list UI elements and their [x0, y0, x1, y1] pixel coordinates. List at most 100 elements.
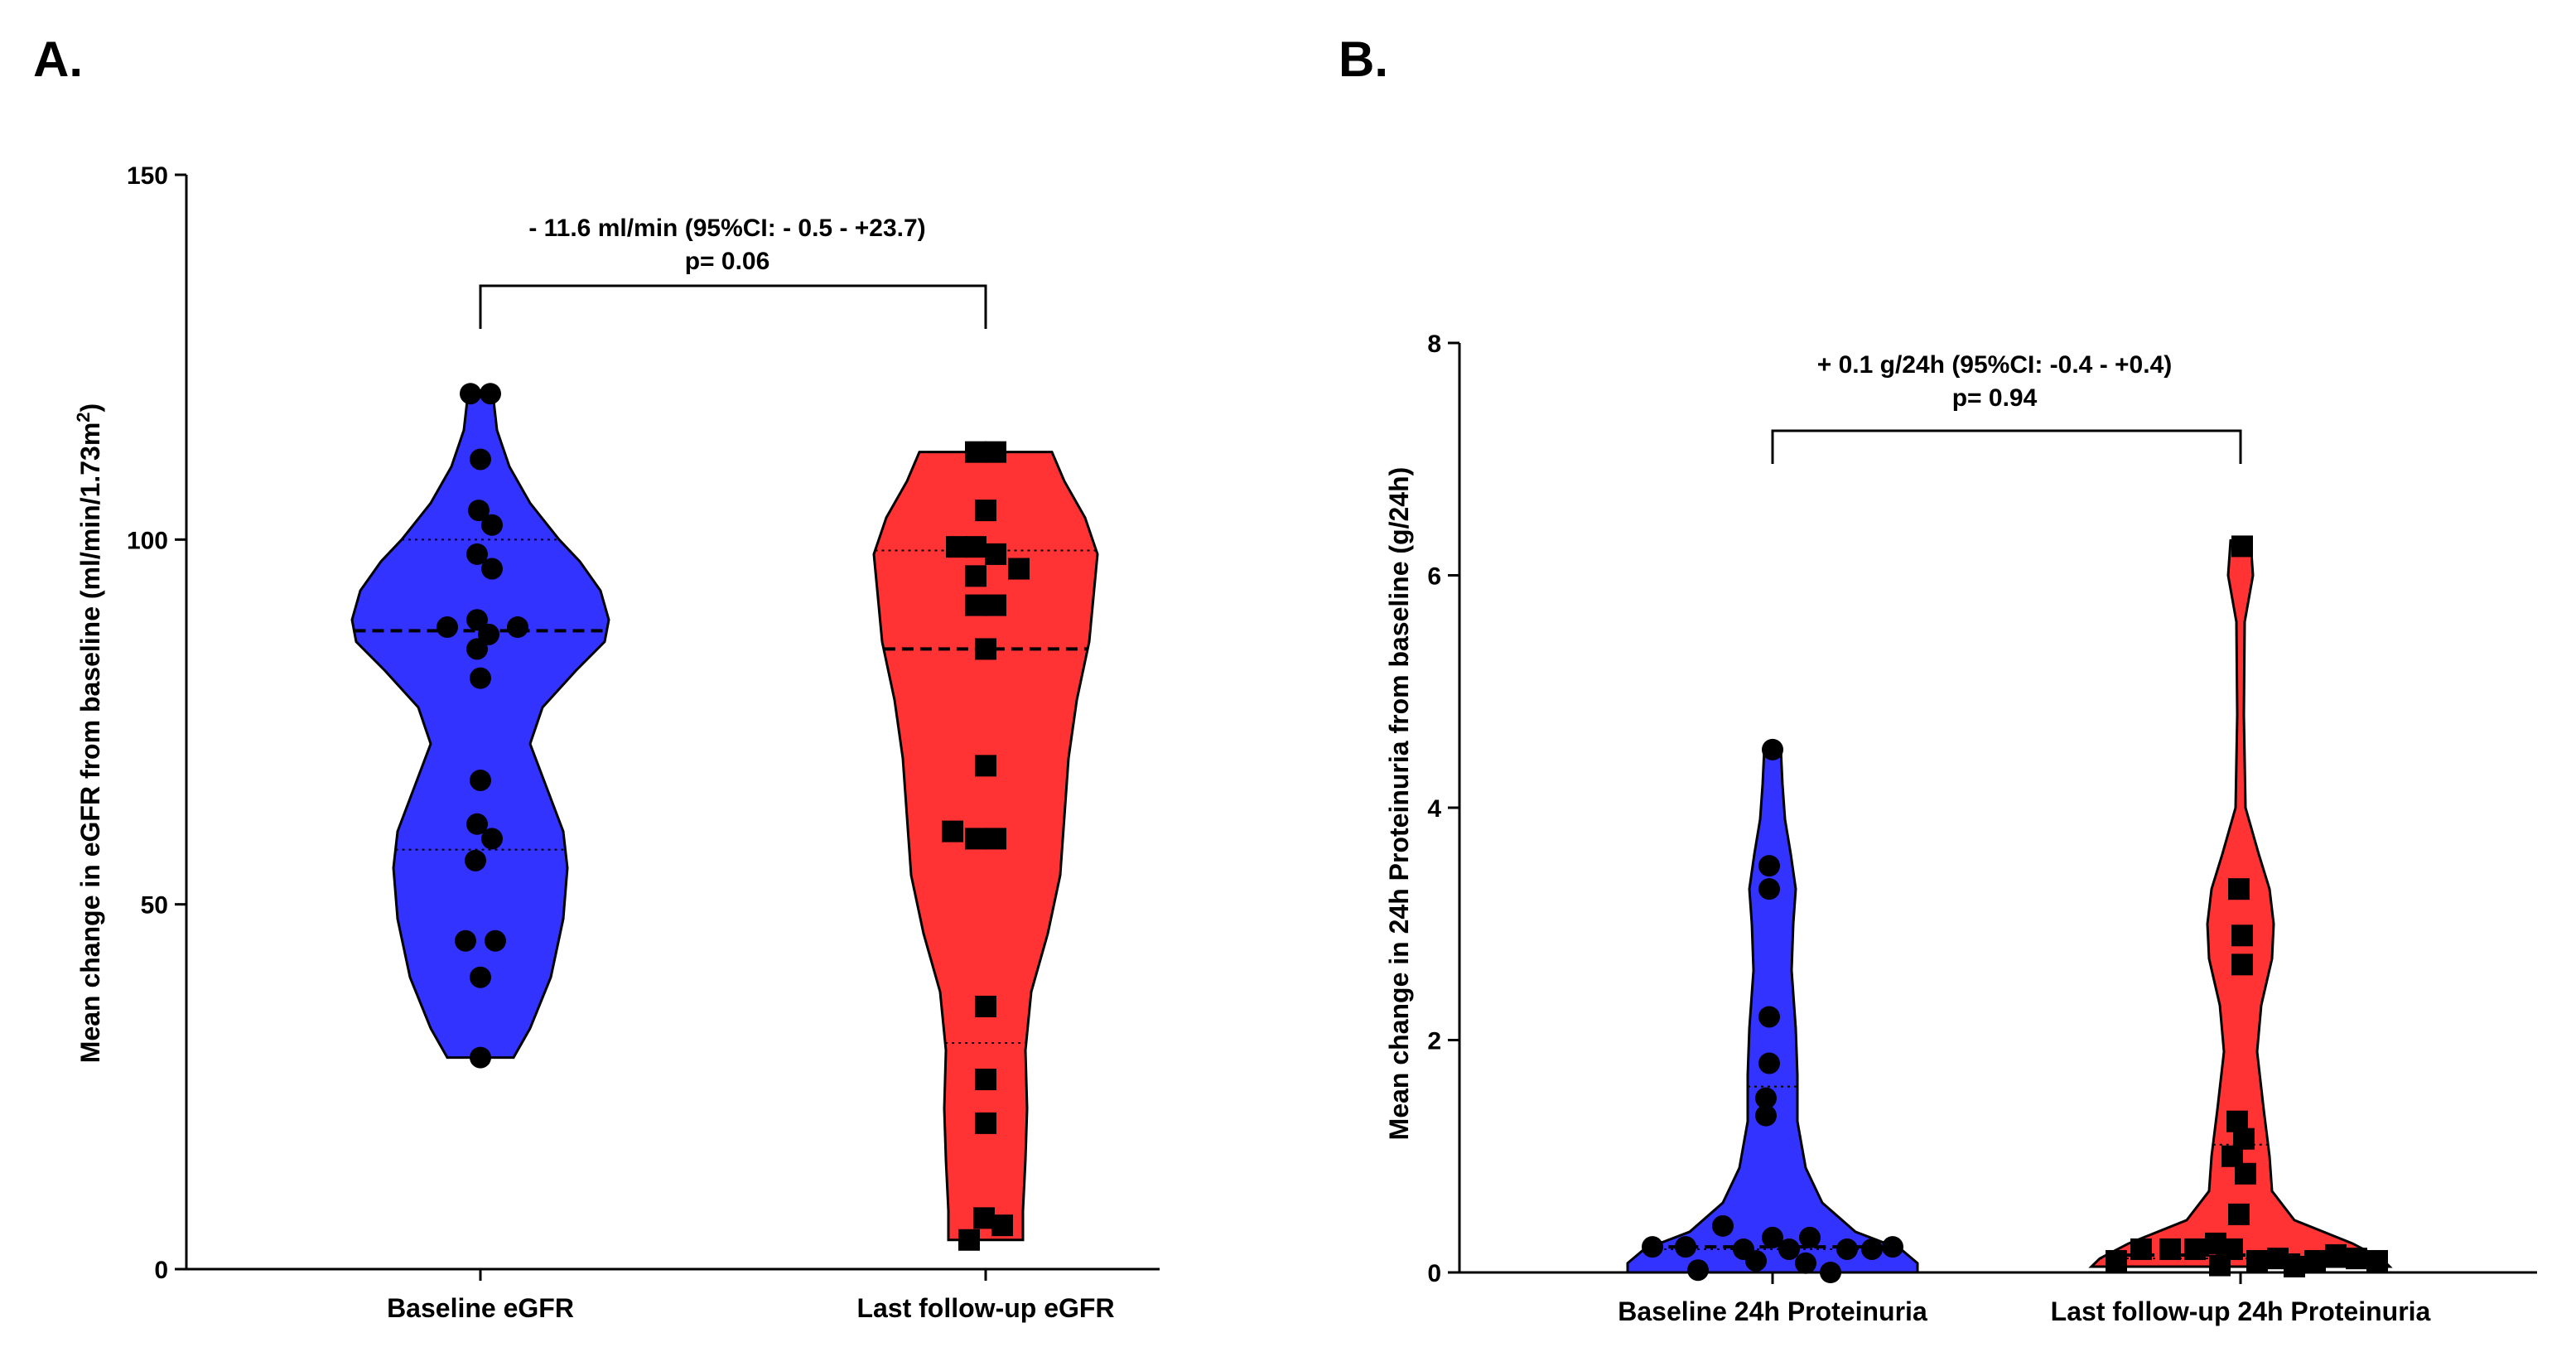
data-point	[965, 565, 987, 587]
y-tick-label: 6	[1427, 563, 1441, 591]
data-point	[975, 755, 996, 777]
data-point	[1799, 1226, 1821, 1248]
x-category-label: Baseline 24h Proteinuria	[1618, 1296, 1927, 1326]
data-point	[1758, 1052, 1780, 1074]
data-point	[470, 769, 491, 791]
data-point	[465, 849, 486, 871]
data-point	[481, 828, 503, 850]
data-point	[1758, 878, 1780, 900]
data-point	[2304, 1249, 2326, 1272]
difference-annotation: + 0.1 g/24h (95%CI: -0.4 - +0.4)	[1817, 351, 2173, 379]
data-point	[481, 558, 503, 580]
data-point	[975, 500, 996, 522]
data-point	[470, 1046, 491, 1069]
data-point	[466, 609, 488, 631]
data-point	[2130, 1238, 2152, 1260]
data-point	[1836, 1238, 1858, 1260]
violin-shape	[350, 392, 610, 1060]
data-point	[985, 594, 1006, 616]
data-point	[2228, 1203, 2250, 1225]
data-point	[478, 623, 499, 645]
data-point	[466, 543, 488, 565]
data-point	[2231, 535, 2253, 558]
data-point	[965, 536, 987, 558]
y-tick-label: 2	[1427, 1028, 1441, 1055]
data-point	[1642, 1236, 1663, 1258]
y-tick-label: 0	[154, 1257, 168, 1284]
p-value-annotation: p= 0.06	[685, 248, 770, 275]
data-point	[1755, 1087, 1777, 1109]
data-point	[946, 536, 967, 558]
data-point	[466, 813, 488, 835]
panel-a-y-axis-title: Mean change in eGFR from baseline (ml/mi…	[73, 403, 105, 1063]
data-point	[470, 966, 491, 988]
data-point	[1008, 558, 1030, 580]
data-point	[2284, 1255, 2305, 1277]
data-point	[975, 638, 996, 660]
y-tick-label: 8	[1427, 331, 1441, 358]
data-point	[1882, 1236, 1903, 1258]
data-point	[985, 543, 1006, 565]
data-point	[1687, 1259, 1709, 1282]
data-point	[1762, 738, 1783, 760]
data-point	[975, 1069, 996, 1091]
y-tick-label: 150	[127, 162, 168, 190]
data-point	[985, 828, 1006, 850]
data-point	[942, 820, 963, 842]
data-point	[1795, 1252, 1816, 1274]
y-tick-label: 100	[127, 527, 168, 554]
data-point	[480, 383, 501, 405]
panel-a-axes: 0 50 100 150 Baseline eGFR Last follow-up eGF…	[127, 162, 1160, 1323]
panel-b-label: B.	[1339, 31, 1388, 87]
data-point	[460, 383, 481, 405]
panel-a: A. 0 50 100 150 Baseline eGFR Last follow-up …	[33, 31, 1160, 1323]
data-point	[975, 1112, 996, 1134]
data-point	[470, 448, 491, 471]
data-point	[2231, 925, 2253, 947]
data-point	[2159, 1238, 2181, 1260]
panel-a-label: A.	[33, 31, 83, 87]
data-point	[2106, 1249, 2127, 1272]
violin-shape	[2088, 538, 2393, 1268]
data-point	[975, 995, 996, 1017]
data-point	[2221, 1238, 2243, 1260]
panel-b-axes: 0 2 4 6 8 Baseline 24h Proteinuria Last follow…	[1427, 331, 2537, 1326]
data-point	[1712, 1214, 1734, 1237]
data-point	[2346, 1248, 2367, 1270]
significance-bracket	[479, 284, 987, 329]
data-point	[2235, 1162, 2256, 1185]
panel-b: B. 0 2 4 6 8 Baseline 24h Proteinuria Last fol…	[1339, 31, 2537, 1326]
data-point	[2184, 1238, 2206, 1260]
data-point	[485, 929, 506, 952]
data-point	[2228, 878, 2250, 900]
y-tick-label: 50	[141, 892, 168, 920]
data-point	[1778, 1238, 1800, 1260]
y-tick-label: 0	[1427, 1260, 1441, 1287]
significance-bracket	[1771, 429, 2242, 464]
data-point	[965, 594, 987, 616]
data-point	[1762, 1226, 1783, 1248]
data-point	[965, 828, 987, 850]
data-point	[470, 667, 491, 689]
p-value-annotation: p= 0.94	[1952, 384, 2038, 412]
y-tick-label: 4	[1427, 795, 1441, 823]
data-point	[1758, 1006, 1780, 1028]
data-point	[466, 638, 488, 660]
data-point	[437, 616, 458, 639]
panel-b-plot: + 0.1 g/24h (95%CI: -0.4 - +0.4) p= 0.94	[1626, 351, 2393, 1283]
data-point	[1861, 1238, 1883, 1260]
data-point	[507, 616, 528, 639]
panel-a-plot: - 11.6 ml/min (95%CI: - 0.5 - +23.7) p= 0…	[350, 215, 1099, 1251]
x-category-label: Baseline eGFR	[387, 1293, 574, 1323]
data-point	[1745, 1249, 1767, 1272]
data-point	[958, 1229, 980, 1251]
data-point	[1820, 1262, 1841, 1283]
panel-b-y-axis-title: Mean change in 24h Proteinuria from base…	[1384, 467, 1414, 1141]
data-point	[985, 441, 1006, 463]
difference-annotation: - 11.6 ml/min (95%CI: - 0.5 - +23.7)	[528, 215, 925, 242]
data-point	[991, 1214, 1013, 1237]
x-category-label: Last follow-up eGFR	[856, 1293, 1114, 1323]
x-category-label: Last follow-up 24h Proteinuria	[2051, 1296, 2431, 1326]
data-point	[468, 500, 490, 522]
